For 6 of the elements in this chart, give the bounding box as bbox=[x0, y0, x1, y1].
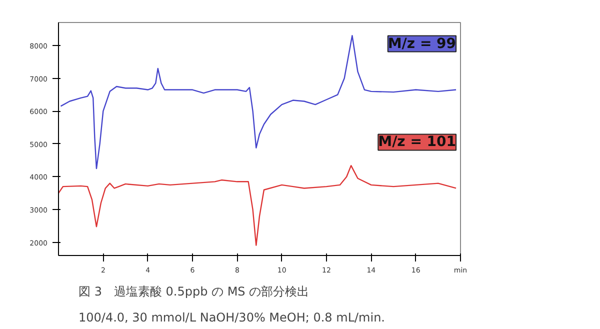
text: M/z = 101 bbox=[378, 134, 456, 150]
line-series bbox=[60, 35, 457, 170]
line-series bbox=[58, 164, 457, 246]
text: 図 3 過塩素酸 0.5ppb の MS の部分検出 bbox=[78, 284, 310, 298]
text: M/z = 99 bbox=[388, 36, 456, 52]
text: 100/4.0, 30 mmol/L NaOH/30% MeOH; 0.8 mL/min. bbox=[78, 310, 385, 324]
